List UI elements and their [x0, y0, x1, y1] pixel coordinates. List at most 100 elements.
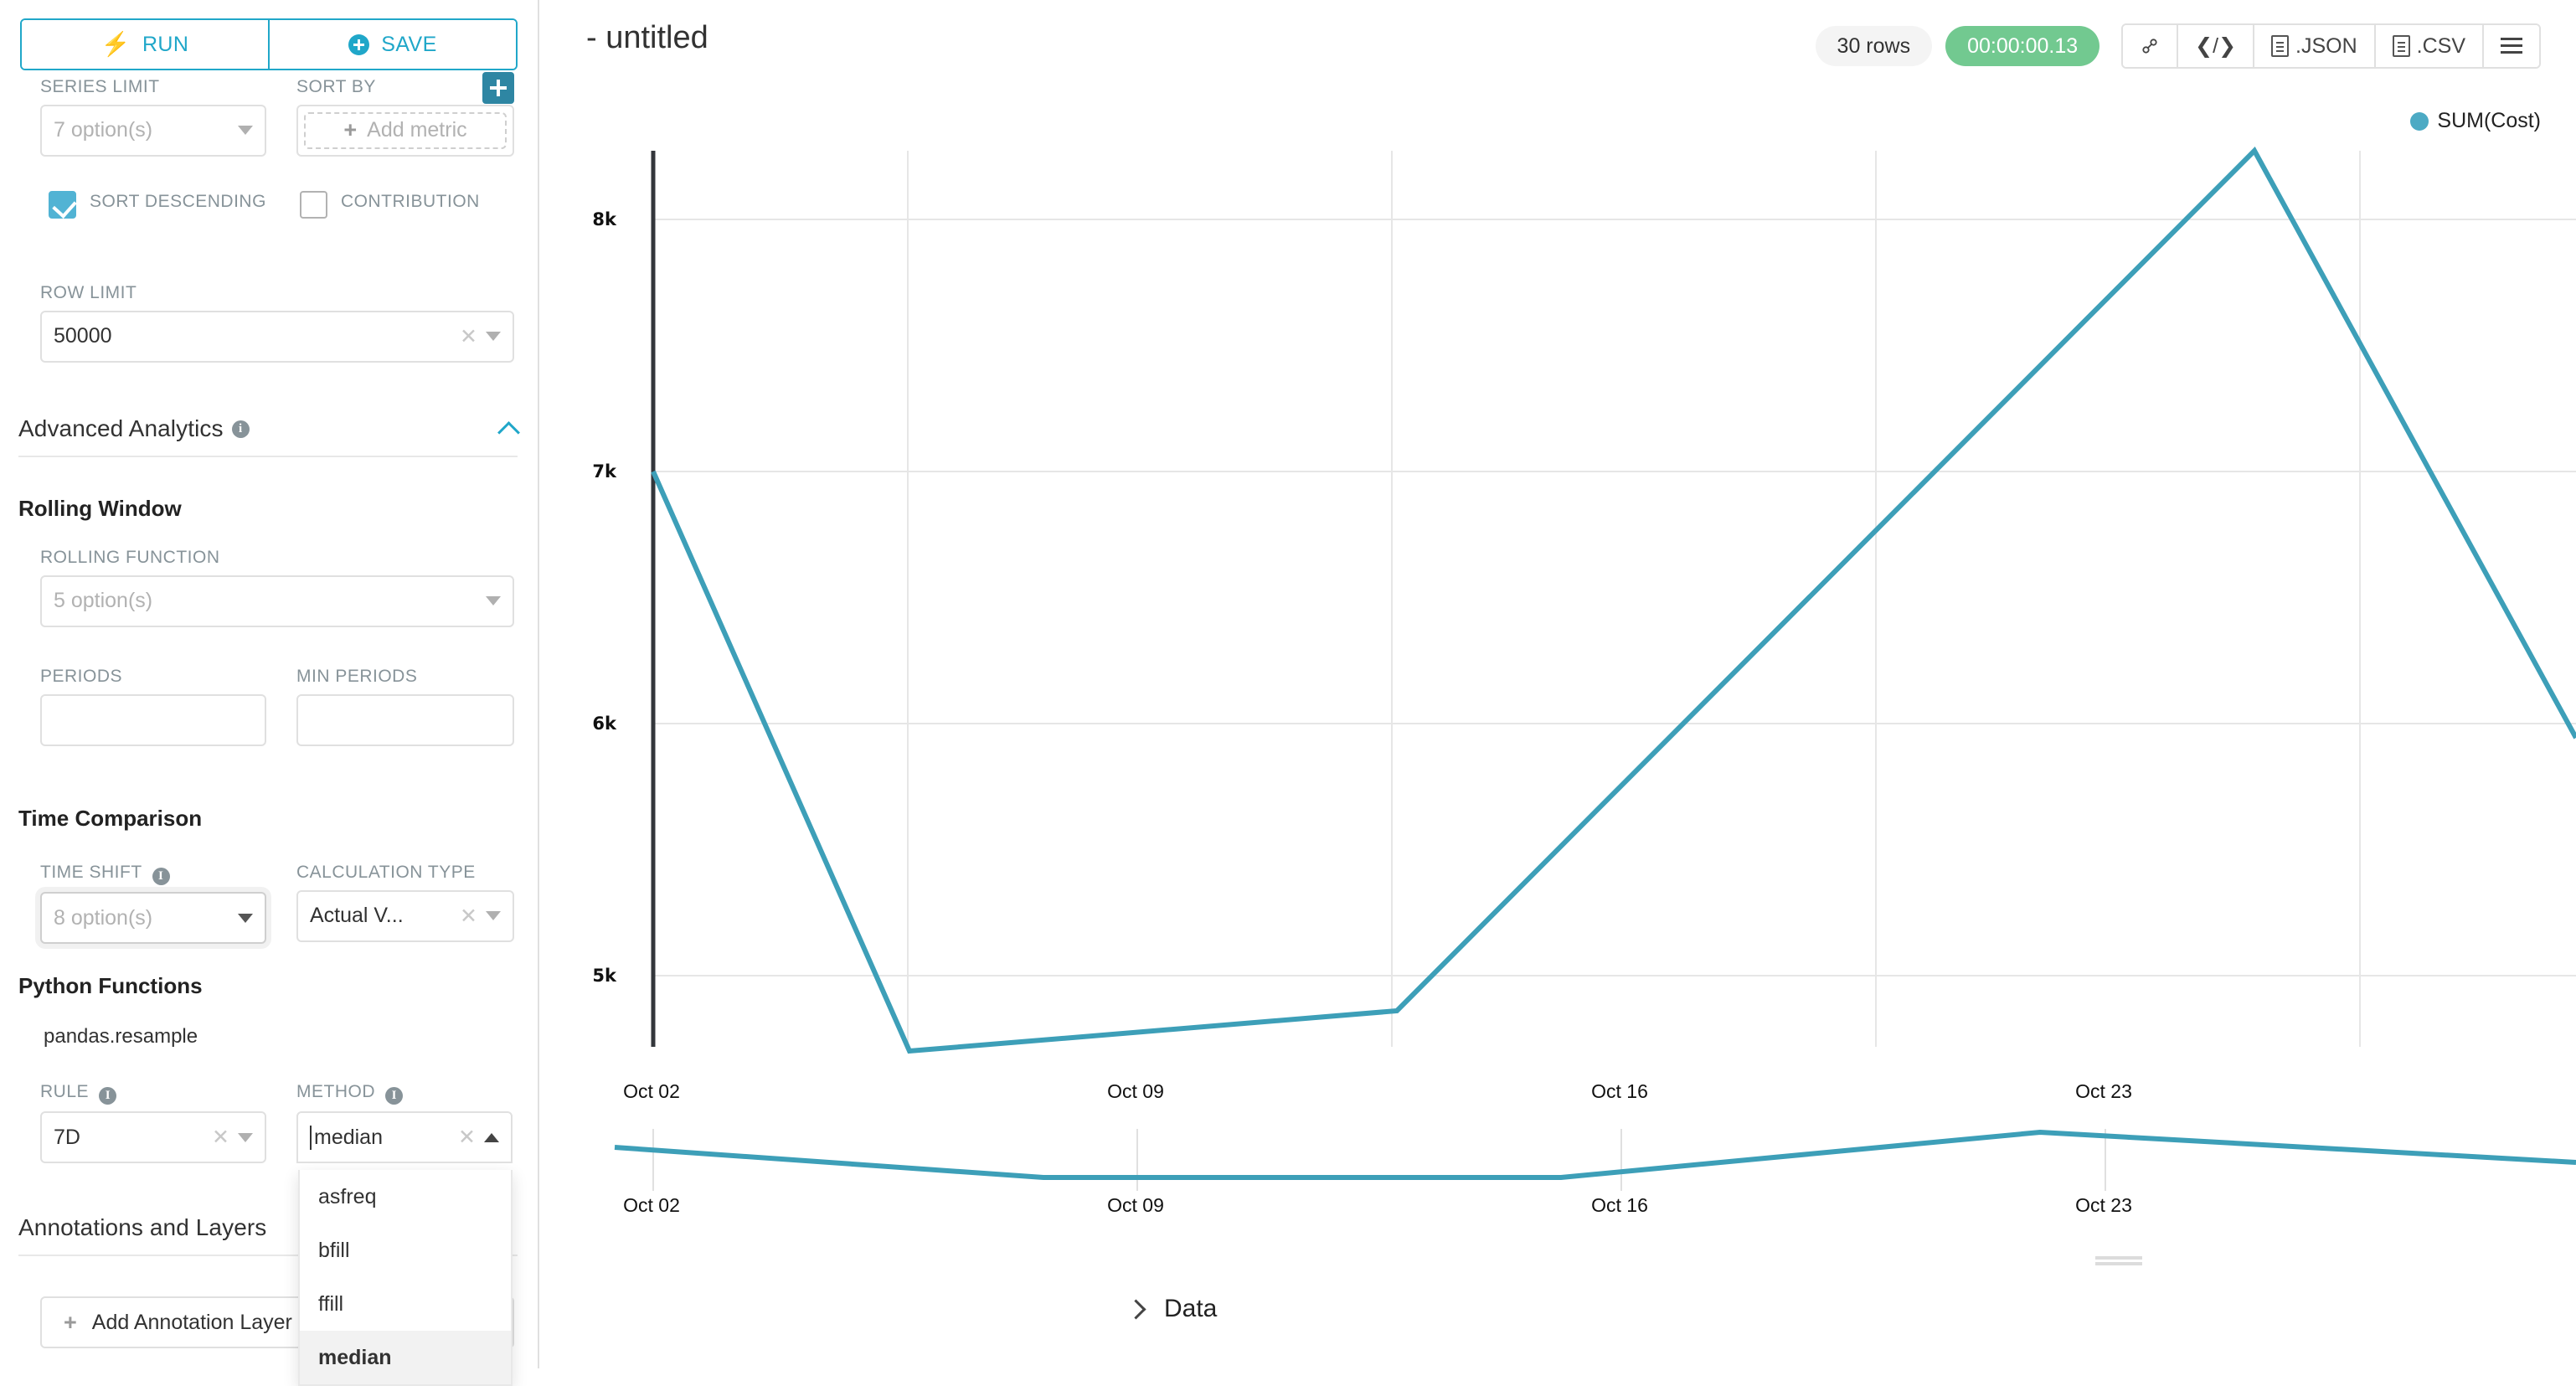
range-selector-chart[interactable]: Oct 02 Oct 09 Oct 16 Oct 23 — [541, 1114, 2576, 1223]
series-limit-field: SERIES LIMIT 7 option(s) — [40, 77, 266, 157]
info-icon[interactable]: i — [99, 1087, 117, 1105]
sort-by-label: SORT BY — [296, 77, 376, 96]
annotations-header[interactable]: Annotations and Layers — [18, 1214, 518, 1241]
contribution-checkbox[interactable] — [300, 191, 327, 219]
clear-icon[interactable]: ✕ — [460, 904, 477, 928]
control-panel-scroll[interactable]: ⚡ RUN SAVE SERIES LIMIT 7 option(s) SORT… — [0, 0, 538, 1368]
calculation-type-label: CALCULATION TYPE — [296, 863, 476, 882]
method-label: METHOD i — [296, 1082, 513, 1105]
line-chart-plot[interactable]: 8k 7k 6k 5k Oct 02 Oct 09 Oct 16 Oct 23 — [541, 126, 2576, 1102]
data-section-toggle[interactable]: Data — [1127, 1295, 1217, 1323]
run-button-label: RUN — [142, 32, 189, 56]
calculation-type-select[interactable]: Actual V... ✕ — [296, 889, 514, 942]
time-comparison-title: Time Comparison — [18, 806, 203, 831]
add-sort-metric-button[interactable] — [482, 72, 514, 104]
sort-by-field: SORT BY + Add metric — [296, 77, 514, 157]
min-periods-label: MIN PERIODS — [296, 667, 418, 686]
range-selector-line — [614, 1129, 2576, 1180]
method-option-asfreq[interactable]: asfreq — [318, 1184, 377, 1208]
menu-icon — [2501, 38, 2522, 54]
chart-canvas — [651, 147, 2576, 1054]
chevron-down-icon — [486, 596, 501, 606]
legend-color-swatch — [2410, 111, 2429, 131]
calculation-type-field: CALCULATION TYPE Actual V... ✕ — [296, 863, 514, 942]
advanced-analytics-section[interactable]: Advanced Analytics i — [18, 415, 518, 457]
copy-link-button[interactable] — [2123, 25, 2177, 67]
more-options-button[interactable] — [2482, 25, 2539, 67]
rolling-function-label: ROLLING FUNCTION — [40, 548, 220, 567]
chevron-down-icon — [486, 332, 501, 342]
method-option-median[interactable]: median — [300, 1331, 511, 1384]
time-shift-select[interactable]: 8 option(s) — [40, 892, 266, 944]
rolling-window-title: Rolling Window — [18, 496, 182, 521]
periods-label: PERIODS — [40, 667, 123, 686]
save-button-label: SAVE — [381, 32, 437, 56]
rolling-function-select[interactable]: 5 option(s) — [40, 574, 514, 627]
x-axis-tick-label: Oct 16 — [1591, 1080, 1648, 1102]
y-axis-tick-label: 6k — [592, 714, 616, 734]
add-metric-dropzone[interactable]: + Add metric — [304, 111, 507, 149]
min-periods-input[interactable] — [296, 693, 514, 746]
range-selector-gridlines — [652, 1129, 2106, 1191]
series-limit-value: 7 option(s) — [54, 118, 153, 142]
y-axis-tick-label: 8k — [592, 209, 616, 229]
info-icon[interactable]: i — [152, 868, 170, 885]
data-section-label: Data — [1164, 1295, 1218, 1322]
resize-handle[interactable] — [2095, 1256, 2142, 1265]
divider — [18, 1255, 518, 1256]
periods-field: PERIODS — [40, 667, 266, 746]
chart-legend[interactable]: SUM(Cost) — [2410, 109, 2541, 133]
annotations-title: Annotations and Layers — [18, 1214, 267, 1240]
rule-select[interactable]: 7D ✕ — [40, 1111, 266, 1163]
sort-descending-checkbox[interactable] — [49, 191, 76, 219]
time-shift-label-text: TIME SHIFT — [40, 863, 142, 882]
contribution-checkbox-row[interactable]: CONTRIBUTION — [300, 191, 480, 219]
chevron-up-icon[interactable] — [499, 420, 518, 438]
run-button[interactable]: ⚡ RUN — [22, 20, 268, 69]
advanced-analytics-header[interactable]: Advanced Analytics i — [18, 415, 518, 442]
annotations-section[interactable]: Annotations and Layers — [18, 1214, 518, 1256]
python-functions-title: Python Functions — [18, 973, 203, 998]
range-selector-canvas — [614, 1129, 2576, 1191]
info-icon[interactable]: i — [231, 420, 250, 438]
y-axis-tick-label: 7k — [592, 461, 616, 482]
chart-toolbar: 30 rows 00:00:00.13 ❮/❯ .JSON .CSV — [1815, 23, 2541, 69]
clear-icon[interactable]: ✕ — [460, 324, 477, 348]
sort-descending-checkbox-row[interactable]: SORT DESCENDING — [49, 191, 266, 219]
calculation-type-value: Actual V... — [310, 904, 404, 928]
download-csv-button[interactable]: .CSV — [2373, 25, 2482, 67]
method-field: METHOD i median ✕ — [296, 1082, 513, 1163]
range-x-tick-label: Oct 09 — [1107, 1194, 1164, 1216]
advanced-analytics-title: Advanced Analytics — [18, 415, 224, 441]
series-limit-select[interactable]: 7 option(s) — [40, 104, 266, 157]
x-axis-tick-label: Oct 23 — [2075, 1080, 2132, 1102]
method-options-menu[interactable]: asfreq bfill ffill median — [298, 1170, 513, 1386]
rolling-function-value: 5 option(s) — [54, 589, 153, 613]
method-option-ffill[interactable]: ffill — [318, 1291, 344, 1316]
csv-file-icon — [2392, 35, 2410, 57]
code-icon: ❮/❯ — [2195, 34, 2237, 58]
row-limit-field: ROW LIMIT 50000 ✕ — [40, 283, 514, 363]
row-limit-select[interactable]: 50000 ✕ — [40, 310, 514, 363]
view-query-button[interactable]: ❮/❯ — [2177, 25, 2254, 67]
periods-input[interactable] — [40, 693, 266, 746]
chart-panel: - untitled 30 rows 00:00:00.13 ❮/❯ .JSON — [541, 0, 2576, 1368]
clear-icon[interactable]: ✕ — [458, 1126, 476, 1149]
method-option-bfill[interactable]: bfill — [318, 1238, 350, 1262]
lightning-bolt-icon: ⚡ — [100, 31, 131, 57]
sort-by-dropzone[interactable]: + Add metric — [296, 104, 514, 157]
min-periods-field: MIN PERIODS — [296, 667, 514, 746]
clear-icon[interactable]: ✕ — [212, 1126, 229, 1149]
plus-circle-icon — [348, 33, 370, 55]
info-icon[interactable]: i — [385, 1087, 404, 1105]
save-button[interactable]: SAVE — [268, 20, 516, 69]
row-limit-value: 50000 — [54, 324, 112, 348]
divider — [18, 456, 518, 457]
add-annotation-layer-button[interactable]: + Add Annotation Layer — [40, 1296, 514, 1348]
method-value[interactable]: median — [310, 1125, 451, 1150]
grid-lines — [653, 151, 2576, 1047]
download-json-button[interactable]: .JSON — [2253, 25, 2374, 67]
method-select[interactable]: median ✕ — [296, 1111, 513, 1163]
chevron-down-icon — [238, 1132, 253, 1142]
sort-descending-label: SORT DESCENDING — [90, 192, 266, 211]
